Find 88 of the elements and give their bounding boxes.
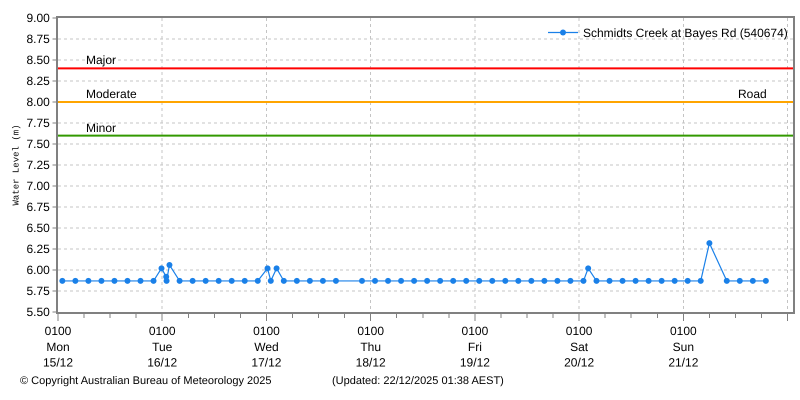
point — [320, 278, 326, 284]
point — [463, 278, 470, 284]
ref-line-label: Major — [86, 53, 116, 67]
point — [385, 278, 392, 284]
point — [111, 278, 118, 284]
point — [450, 278, 456, 284]
point — [176, 278, 183, 284]
point — [502, 278, 508, 284]
point — [72, 278, 78, 284]
point — [646, 278, 652, 284]
point — [632, 278, 639, 284]
point — [202, 278, 209, 284]
point — [268, 278, 274, 284]
y-tick-label: 8.00 — [26, 95, 50, 110]
x-tick-label: 0100 Sat 20/12 — [564, 324, 594, 370]
x-tick-label: 0100 Sun 21/12 — [668, 324, 699, 370]
y-tick-label: 6.00 — [26, 263, 50, 278]
point — [274, 265, 280, 272]
point — [585, 265, 592, 272]
y-tick-label: 8.25 — [26, 74, 50, 88]
point — [541, 278, 548, 284]
point — [724, 278, 730, 284]
point — [85, 278, 92, 284]
point — [606, 278, 613, 284]
point — [736, 278, 743, 284]
y-tick-label: 9.00 — [26, 11, 50, 26]
point — [620, 278, 626, 284]
text: (Updated: 22/12/2025 01:38 AEST) — [332, 375, 504, 387]
y-axis-title: Water Level (m) — [11, 124, 22, 206]
point — [706, 240, 712, 246]
point — [554, 278, 560, 284]
point — [158, 265, 164, 272]
point — [358, 278, 365, 284]
point — [684, 278, 691, 284]
legend-label: Schmidts Creek at Bayes Rd (540674) — [583, 26, 788, 40]
point — [124, 278, 130, 284]
point — [242, 278, 248, 284]
point — [150, 278, 157, 284]
point — [190, 278, 196, 284]
x-tick-label: 0100 Tue 16/12 — [147, 324, 178, 370]
point — [166, 262, 172, 268]
point — [228, 278, 235, 284]
x-tick-label: 0100 Mon 15/12 — [42, 324, 74, 370]
y-tick-label: 7.25 — [26, 158, 50, 172]
point — [528, 278, 534, 284]
y-tick-label: 7.50 — [26, 137, 50, 152]
point — [59, 278, 66, 284]
y-tick-label: 7.75 — [26, 116, 50, 130]
y-tick-label: 5.75 — [26, 284, 50, 298]
text: © Copyright Australian Bureau of Meteorology 2025 — [20, 375, 272, 387]
point — [332, 278, 339, 284]
x-tick-label: 0100 Thu 18/12 — [356, 324, 386, 370]
point — [216, 278, 222, 284]
y-tick-label: 6.75 — [26, 200, 50, 214]
point — [372, 278, 378, 284]
point — [280, 278, 287, 284]
point — [424, 278, 430, 284]
point — [672, 278, 678, 284]
point — [515, 278, 522, 284]
y-tick-label: 6.50 — [26, 221, 50, 236]
y-tick-label: 8.75 — [26, 32, 50, 46]
x-tick-label: 0100 Fri 19/12 — [460, 324, 490, 370]
point — [489, 278, 496, 284]
point — [398, 278, 404, 284]
point — [476, 278, 482, 284]
point — [411, 278, 418, 284]
point — [437, 278, 444, 284]
point — [264, 265, 271, 272]
ref-line-label: Minor — [86, 121, 116, 135]
point — [762, 278, 769, 284]
y-tick-label: 8.50 — [26, 53, 50, 68]
point — [750, 278, 756, 284]
point — [698, 278, 704, 284]
x-tick-label: 0100 Wed 17/12 — [251, 324, 282, 370]
point — [593, 278, 600, 284]
y-tick-label: 6.25 — [26, 242, 50, 256]
annotation: Road — [738, 87, 767, 101]
y-tick-label: 7.00 — [26, 179, 50, 194]
point — [567, 278, 574, 284]
point — [658, 278, 665, 284]
point — [254, 278, 261, 284]
ref-line-label: Moderate — [86, 87, 138, 101]
point — [294, 278, 300, 284]
y-tick-label: 5.50 — [26, 305, 50, 320]
point — [306, 278, 313, 284]
point — [98, 278, 104, 284]
point — [580, 278, 586, 284]
point — [138, 278, 144, 284]
